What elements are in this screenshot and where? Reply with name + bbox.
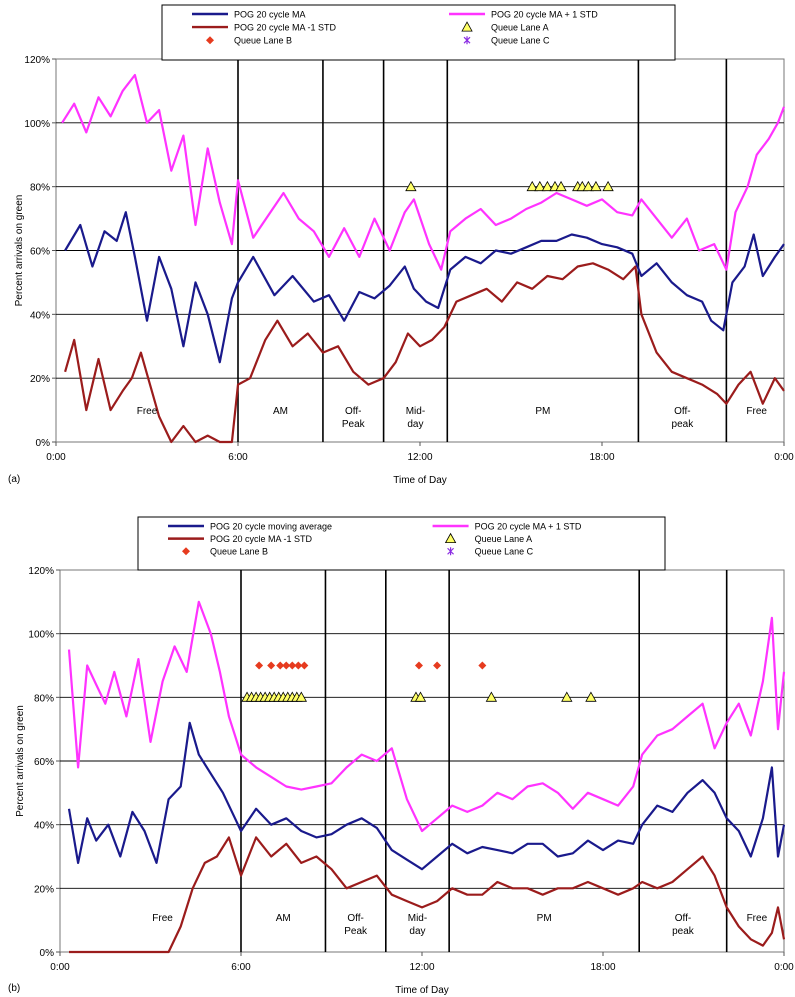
chart-panel-a: 0% 20% 40% 60% 80% 100% 120% 0:00 6:00 12:00 18:00… <box>8 4 794 486</box>
panel-label: (b) <box>8 983 20 994</box>
y-tick-label: 100% <box>28 630 54 641</box>
legend-label: Queue Lane C <box>475 547 534 557</box>
queue-marker-qA <box>555 180 567 192</box>
queue-marker-qB <box>433 661 442 670</box>
y-axis-title: Percent arrivals on green <box>15 705 26 817</box>
y-tick-label: 40% <box>30 310 50 321</box>
y-axis-title: Percent arrivals on green <box>14 195 25 307</box>
queue-marker-qA <box>602 180 614 192</box>
legend-label: Queue Lane A <box>475 534 533 544</box>
period-label: AM <box>276 913 291 924</box>
x-tick-label: 18:00 <box>590 962 615 973</box>
y-tick-label: 60% <box>34 757 54 768</box>
legend-swatch <box>182 547 190 556</box>
queue-marker-qA <box>541 180 554 192</box>
x-tick-label: 0:00 <box>774 962 794 973</box>
period-label: Off-Peak <box>342 406 366 430</box>
y-tick-label: 20% <box>30 374 50 385</box>
legend-swatch <box>461 21 473 32</box>
chart-panel-b: 0% 20% 40% 60% 80% 100% 120% 0:00 6:00 12:00 18:00… <box>8 516 794 996</box>
queue-marker-qA <box>485 691 498 702</box>
period-label: Free <box>746 406 767 417</box>
y-tick-label: 100% <box>24 119 50 130</box>
y-tick-label: 0% <box>40 948 55 959</box>
legend-label: POG 20 cycle MA + 1 STD <box>491 10 598 20</box>
x-tick-label: 6:00 <box>228 452 248 463</box>
queue-marker-qA <box>582 180 595 192</box>
legend-label: POG 20 cycle moving average <box>210 522 332 532</box>
queue-marker-qB <box>276 661 285 670</box>
series-line-ma <box>64 211 785 364</box>
period-label: PM <box>537 913 552 924</box>
legend-box <box>137 516 666 571</box>
period-label: Off-peak <box>672 406 695 430</box>
queue-marker-qB <box>267 661 276 670</box>
legend-swatch <box>206 36 214 45</box>
x-tick-label: 12:00 <box>407 452 432 463</box>
legend: POG 20 cycle MA POG 20 cycle MA + 1 STD PO… <box>161 4 676 61</box>
legend-label: Queue Lane B <box>234 36 292 46</box>
x-axis-title: Time of Day <box>395 985 449 996</box>
period-label: Mid-day <box>406 406 425 430</box>
queue-marker-qA <box>590 180 602 192</box>
legend-label: POG 20 cycle MA -1 STD <box>210 534 313 544</box>
period-label: Free <box>747 913 768 924</box>
queue-marker-qA <box>414 691 427 702</box>
legend-box <box>161 4 676 61</box>
queue-marker-qB <box>255 661 264 670</box>
series-line-ma <box>67 721 786 871</box>
x-tick-label: 18:00 <box>589 452 614 463</box>
period-label: Free <box>152 913 173 924</box>
legend-swatch <box>444 532 457 544</box>
queue-marker-qB <box>414 661 423 670</box>
legend-swatch <box>447 547 455 556</box>
legend-swatch <box>463 36 471 45</box>
queue-marker-qA <box>585 691 597 702</box>
period-label: Free <box>137 406 158 417</box>
y-tick-label: 0% <box>36 438 51 449</box>
y-tick-label: 60% <box>30 247 50 258</box>
queue-marker-qB <box>282 661 291 670</box>
queue-marker-qB <box>300 661 309 670</box>
y-tick-label: 80% <box>30 183 50 194</box>
x-tick-label: 0:00 <box>774 452 794 463</box>
queue-marker-qB <box>294 661 303 670</box>
legend-label: POG 20 cycle MA <box>234 10 306 20</box>
legend-label: Queue Lane C <box>491 36 550 46</box>
x-tick-label: 6:00 <box>231 962 251 973</box>
series-line-plus <box>61 73 786 271</box>
legend-label: POG 20 cycle MA + 1 STD <box>475 522 582 532</box>
y-tick-label: 120% <box>28 566 54 577</box>
period-label: AM <box>273 406 288 417</box>
y-tick-label: 20% <box>34 884 54 895</box>
period-label: Off-Peak <box>344 913 368 937</box>
x-tick-label: 0:00 <box>46 452 66 463</box>
period-label: Mid-day <box>408 913 427 937</box>
queue-marker-qA <box>561 691 573 702</box>
legend-label: Queue Lane A <box>491 23 549 33</box>
series-line-minus <box>64 262 785 444</box>
period-label: Off-peak <box>672 913 695 937</box>
queue-marker-qB <box>288 661 297 670</box>
series-line-minus <box>69 836 786 954</box>
legend-label: Queue Lane B <box>210 547 268 557</box>
legend: POG 20 cycle moving average POG 20 cycle … <box>137 516 666 571</box>
queue-marker-qA <box>534 180 546 192</box>
series-line-plus <box>67 600 786 833</box>
x-tick-label: 0:00 <box>50 962 70 973</box>
legend-label: POG 20 cycle MA -1 STD <box>234 23 337 33</box>
x-tick-label: 12:00 <box>409 962 434 973</box>
y-tick-label: 40% <box>34 821 54 832</box>
y-tick-label: 80% <box>34 693 54 704</box>
queue-marker-qA <box>295 691 308 702</box>
y-tick-label: 120% <box>24 55 50 66</box>
queue-marker-qA <box>526 180 538 192</box>
panel-label: (a) <box>8 474 20 485</box>
x-axis-title: Time of Day <box>393 475 447 486</box>
queue-marker-qB <box>478 661 487 670</box>
period-label: PM <box>535 406 550 417</box>
queue-marker-qA <box>405 180 417 192</box>
